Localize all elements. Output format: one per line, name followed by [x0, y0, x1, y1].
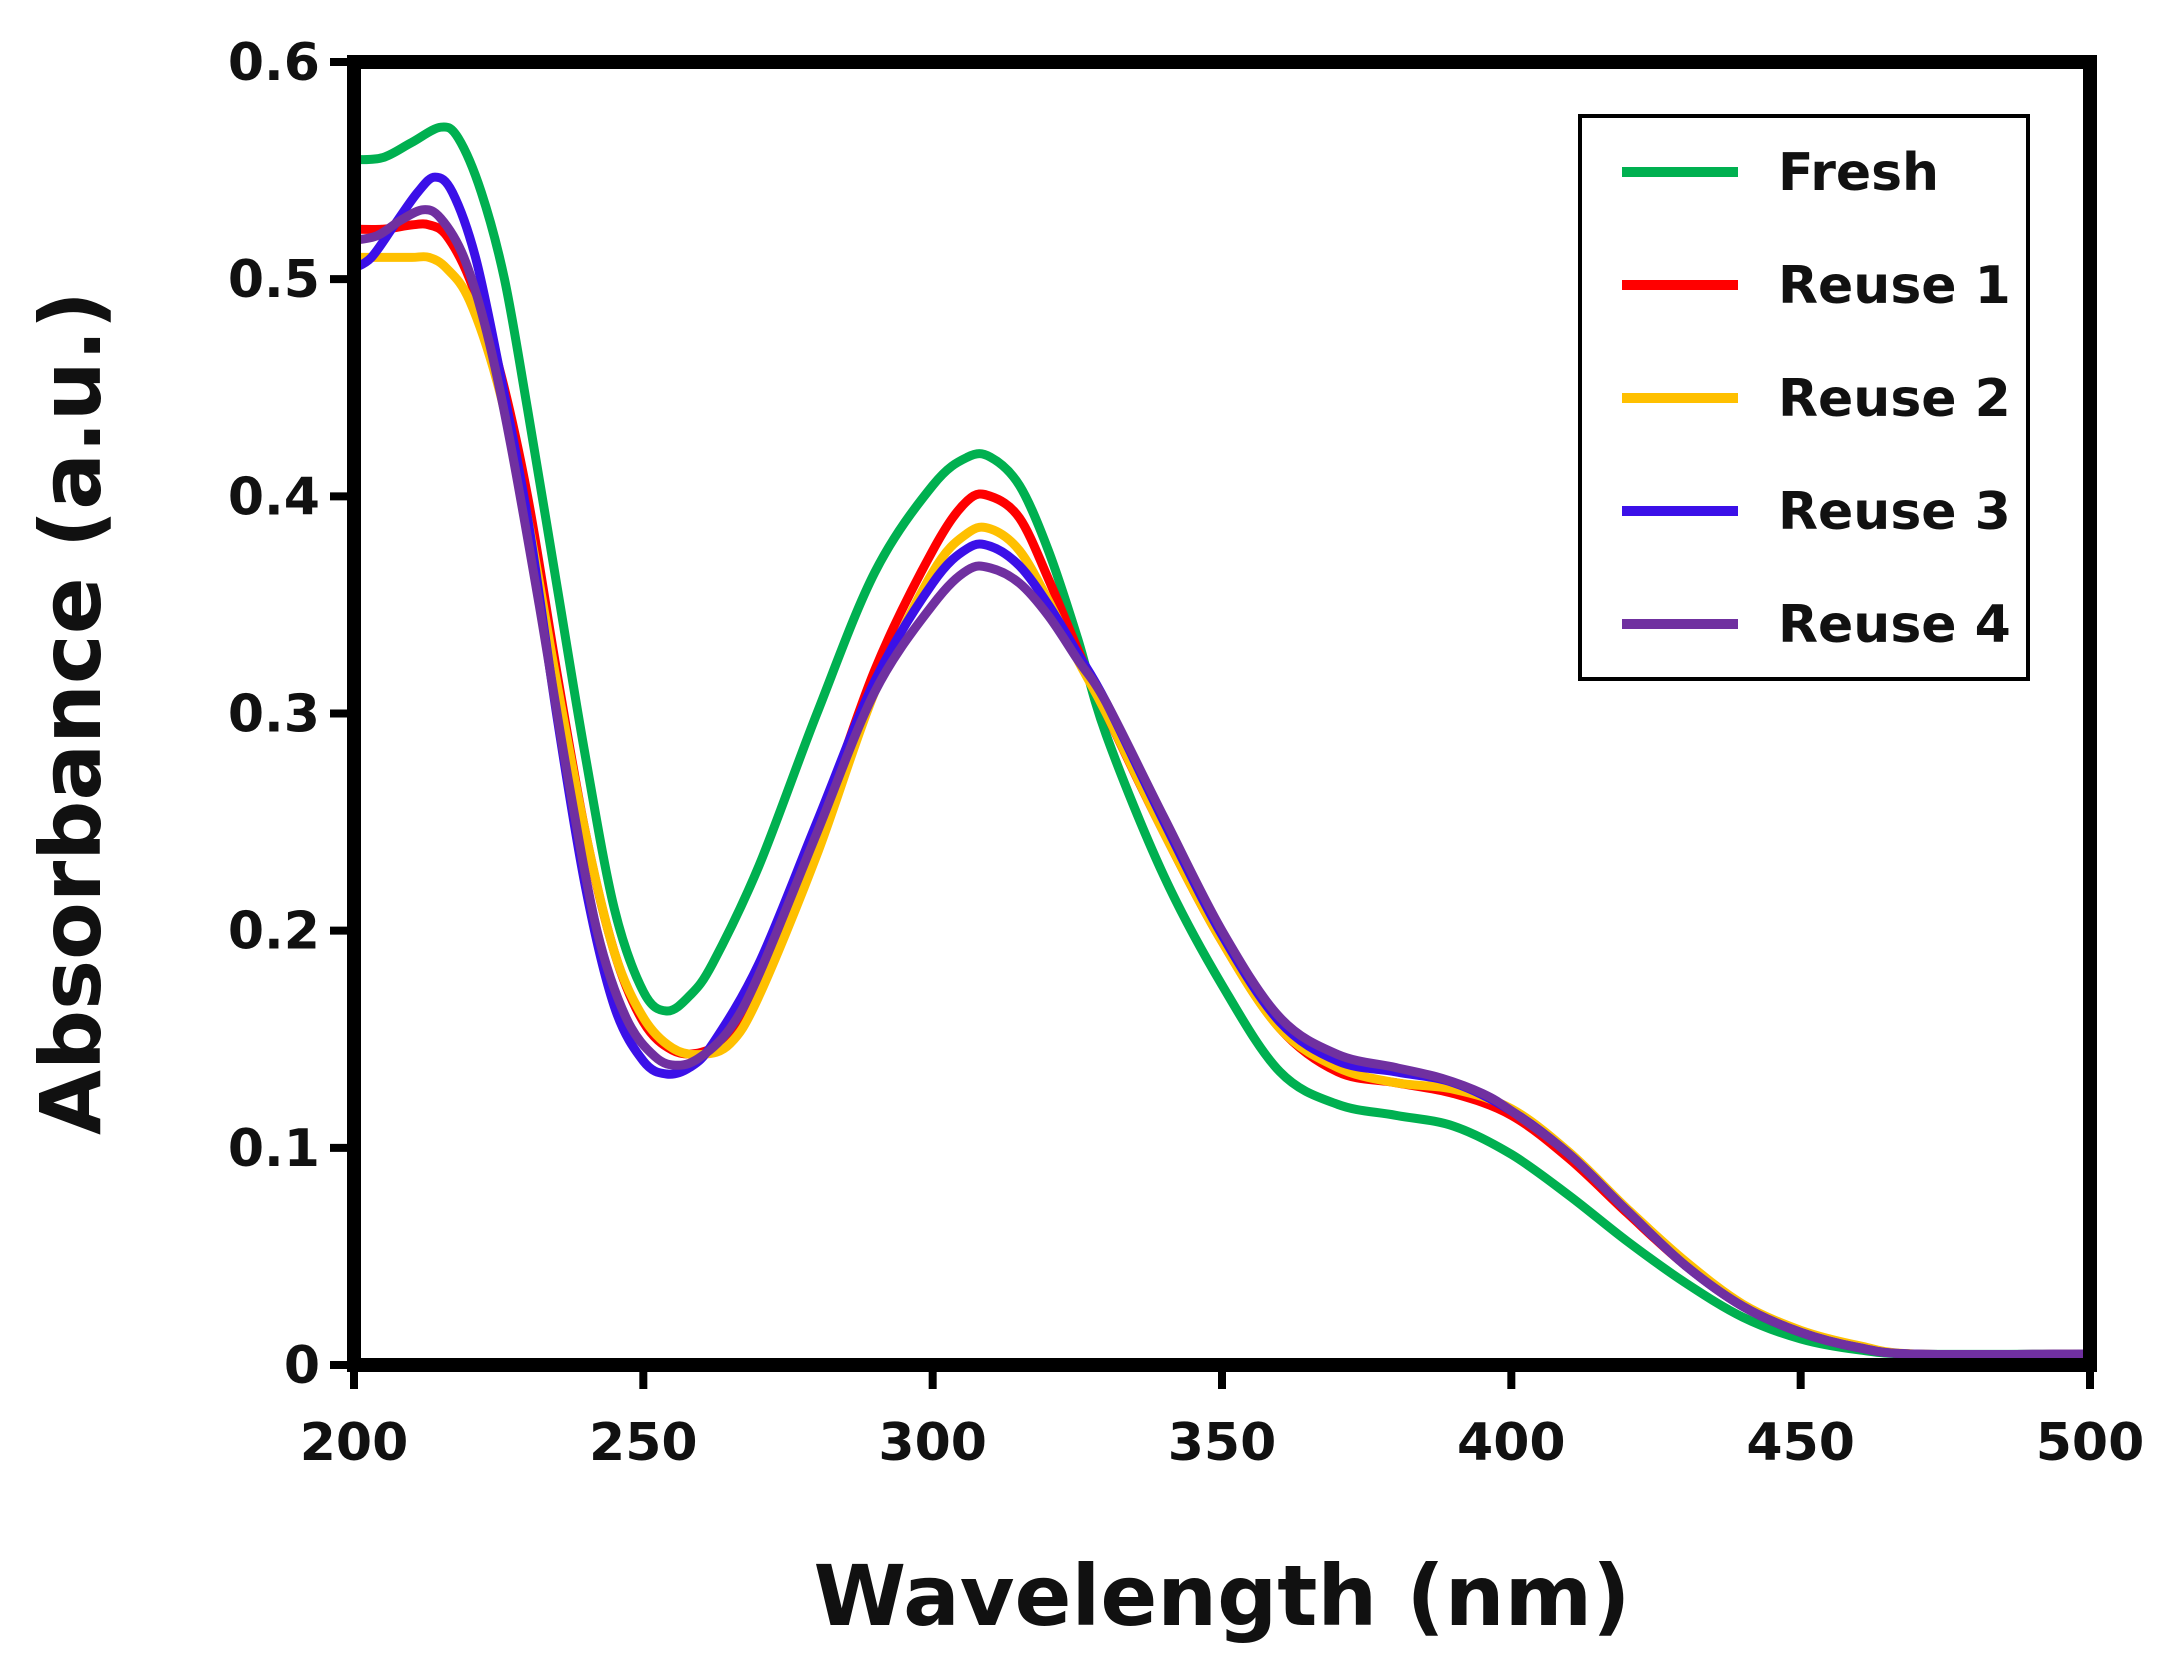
tick-layer: 200 250 300 350 400 450 500 0 0.1 0.2 0.3 0.4 0.5 0.6	[228, 33, 2144, 1473]
x-tick-label: 300	[878, 1413, 987, 1473]
y-tick-label: 0.6	[228, 33, 320, 93]
x-tick-label: 450	[1746, 1413, 1855, 1473]
x-tick-label: 350	[1168, 1413, 1277, 1473]
y-tick-label: 0	[284, 1336, 320, 1396]
y-tick-label: 0.5	[228, 250, 320, 310]
series-layer	[349, 122, 2095, 1360]
x-tick-label: 250	[589, 1413, 698, 1473]
legend-label-4: Reuse 3	[1778, 482, 2011, 542]
y-tick-label: 0.1	[228, 1119, 320, 1179]
x-axis-title: Wavelength (nm)	[813, 1547, 1630, 1645]
x-tick-label: 200	[300, 1413, 409, 1473]
legend-label-5: Reuse 4	[1778, 595, 2011, 655]
y-tick-label: 0.4	[228, 467, 320, 527]
legend-label-1: Fresh	[1778, 143, 1939, 203]
y-axis-title: Absorbance (a.u.)	[22, 291, 120, 1135]
legend-label-3: Reuse 2	[1778, 369, 2011, 429]
x-tick-label: 500	[2036, 1413, 2145, 1473]
series-line-1	[349, 122, 2095, 1359]
series-line-5	[349, 205, 2095, 1360]
y-tick-label: 0.2	[228, 902, 320, 962]
legend: Fresh Reuse 1 Reuse 2 Reuse 3 Reuse 4	[1578, 114, 2030, 681]
x-tick-label: 400	[1457, 1413, 1566, 1473]
y-tick-label: 0.3	[228, 685, 320, 745]
legend-label-2: Reuse 1	[1778, 256, 2011, 316]
